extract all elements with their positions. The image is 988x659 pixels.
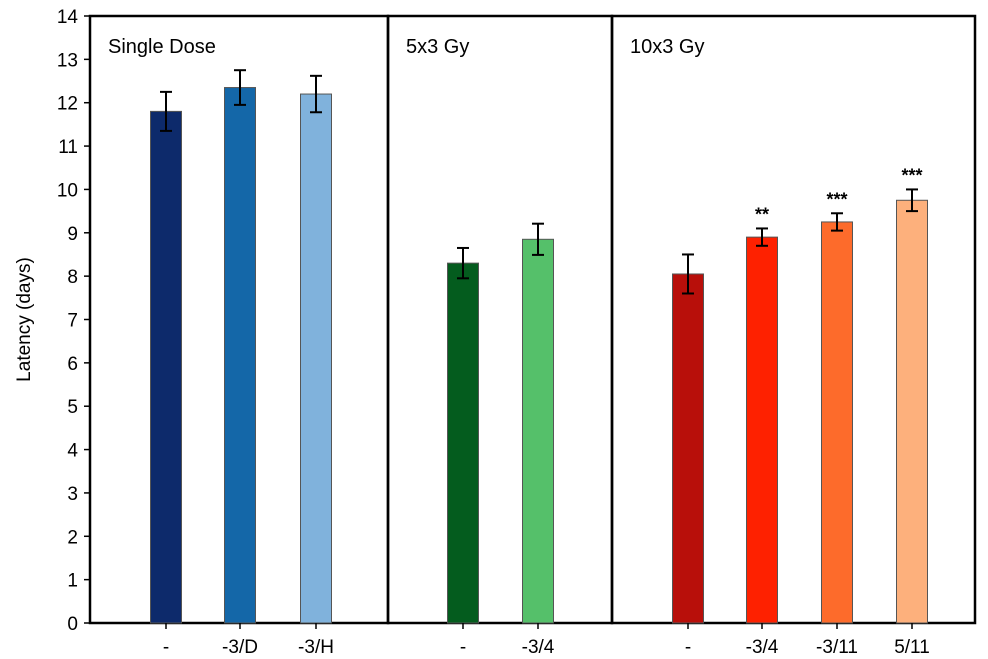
y-tick-label: 5 — [67, 397, 78, 418]
x-tick-label: - — [460, 637, 466, 658]
significance-label: *** — [901, 165, 922, 185]
bar — [447, 262, 479, 624]
y-tick-label: 4 — [67, 441, 78, 462]
significance-label: *** — [826, 189, 847, 209]
bar — [300, 93, 332, 624]
panel-frame — [610, 14, 977, 625]
x-tick-label: 5/11 — [894, 637, 930, 658]
significance-label: ** — [755, 204, 769, 224]
y-tick-label: 2 — [67, 527, 78, 548]
y-axis-label: Latency (days) — [14, 257, 35, 382]
y-tick-label: 3 — [67, 484, 78, 505]
chart-panels: Single Dose - -3/D -3/H 5x3 Gy - -3/4 10x3 Gy - *… — [88, 14, 977, 658]
y-tick-label: 0 — [67, 614, 78, 635]
y-tick-label: 14 — [57, 7, 79, 28]
y-tick-label: 11 — [58, 137, 78, 158]
panel-title: 5x3 Gy — [406, 36, 469, 58]
bar — [672, 273, 704, 624]
panel-0: Single Dose - -3/D -3/H — [88, 14, 390, 658]
bar — [522, 238, 554, 624]
y-tick-label: 9 — [67, 224, 78, 245]
bar — [746, 236, 778, 624]
y-tick-label: 8 — [67, 267, 78, 288]
x-tick-label: -3/4 — [746, 637, 779, 658]
panel-frame — [386, 14, 614, 625]
y-tick-label: 6 — [67, 354, 78, 375]
y-tick-label: 1 — [67, 571, 78, 592]
bar — [896, 199, 928, 624]
y-tick-label: 13 — [57, 50, 78, 71]
bar — [821, 221, 853, 624]
panel-2: 10x3 Gy - ** -3/4 *** -3/11 *** 5/11 — [610, 14, 977, 658]
x-tick-label: - — [163, 637, 169, 658]
x-tick-label: -3/11 — [816, 637, 858, 658]
panel-title: 10x3 Gy — [630, 36, 704, 58]
y-tick-label: 7 — [67, 311, 78, 332]
y-tick-label: 10 — [57, 180, 78, 201]
x-tick-label: -3/4 — [522, 637, 555, 658]
bar — [224, 87, 256, 624]
x-tick-label: -3/D — [222, 637, 258, 658]
x-tick-label: -3/H — [298, 637, 334, 658]
panel-title: Single Dose — [108, 36, 216, 58]
y-tick-label: 12 — [57, 94, 78, 115]
x-tick-label: - — [685, 637, 691, 658]
bar — [150, 110, 182, 624]
panel-1: 5x3 Gy - -3/4 — [386, 14, 614, 658]
